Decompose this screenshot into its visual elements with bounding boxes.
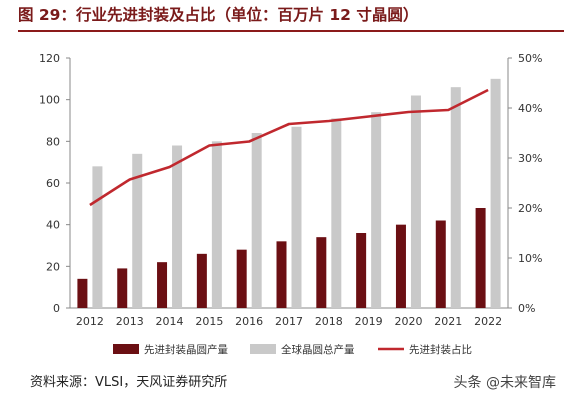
bar-advanced	[236, 249, 247, 308]
y-tick-label-right: 50%	[518, 52, 542, 65]
bar-total	[331, 118, 342, 309]
y-tick-label-right: 40%	[518, 102, 542, 115]
legend-total-swatch	[250, 344, 276, 354]
bar-advanced	[77, 278, 88, 308]
bar-total	[291, 126, 302, 308]
x-tick-label: 2017	[275, 315, 303, 328]
bar-total	[132, 153, 143, 308]
bar-total	[172, 145, 183, 308]
bar-total	[410, 95, 421, 308]
y-tick-label-right: 0%	[518, 302, 535, 315]
x-tick-label: 2019	[355, 315, 383, 328]
bar-advanced	[117, 268, 128, 308]
legend-ratio-label: 先进封装占比	[409, 343, 472, 356]
y-tick-label-right: 20%	[518, 202, 542, 215]
y-tick-label-left: 120	[39, 52, 60, 65]
bar-advanced	[475, 208, 486, 308]
title-rule	[18, 30, 564, 32]
bar-advanced	[157, 262, 168, 308]
chart: 0 20 40 60 80 100 120 0% 10% 20% 30% 40% 50% 2012 2013…	[39, 52, 542, 356]
bar-total	[371, 112, 382, 309]
source-note: 资料来源：VLSI，天风证券研究所	[30, 375, 228, 390]
line-ratio	[89, 88, 489, 207]
bar-advanced	[356, 233, 367, 308]
watermark: 头条 @未来智库	[453, 375, 556, 391]
bar-advanced	[276, 241, 287, 308]
x-tick-label: 2013	[116, 315, 144, 328]
chart-title: 图 29：行业先进封装及占比（单位：百万片 12 寸晶圆）	[18, 6, 419, 24]
x-tick-label: 2015	[195, 315, 223, 328]
y-tick-label-left: 20	[46, 260, 60, 273]
bar-total	[490, 78, 501, 308]
bar-total	[251, 133, 262, 308]
y-tick-label-left: 60	[46, 177, 60, 190]
x-tick-label: 2020	[394, 315, 422, 328]
x-tick-label: 2021	[434, 315, 462, 328]
y-tick-label-right: 10%	[518, 252, 542, 265]
x-tick-label: 2012	[76, 315, 104, 328]
y-tick-label-left: 0	[53, 302, 60, 315]
x-tick-label: 2018	[315, 315, 343, 328]
bar-total	[450, 87, 461, 309]
bar-total	[211, 141, 222, 308]
legend-advanced-label: 先进封装晶圆产量	[144, 343, 228, 356]
y-tick-label-right: 30%	[518, 152, 542, 165]
legend-total-label: 全球晶圆总产量	[281, 343, 355, 356]
y-tick-label-left: 80	[46, 135, 60, 148]
y-tick-label-left: 100	[39, 94, 60, 107]
y-tick-label-left: 40	[46, 219, 60, 232]
bar-advanced	[316, 237, 327, 308]
x-tick-label: 2014	[156, 315, 184, 328]
x-tick-label: 2022	[474, 315, 502, 328]
bar-advanced	[435, 220, 446, 308]
legend-advanced-swatch	[113, 344, 139, 354]
bar-advanced	[395, 224, 406, 308]
bar-advanced	[196, 253, 207, 308]
x-tick-label: 2016	[235, 315, 263, 328]
bar-total	[92, 166, 103, 308]
